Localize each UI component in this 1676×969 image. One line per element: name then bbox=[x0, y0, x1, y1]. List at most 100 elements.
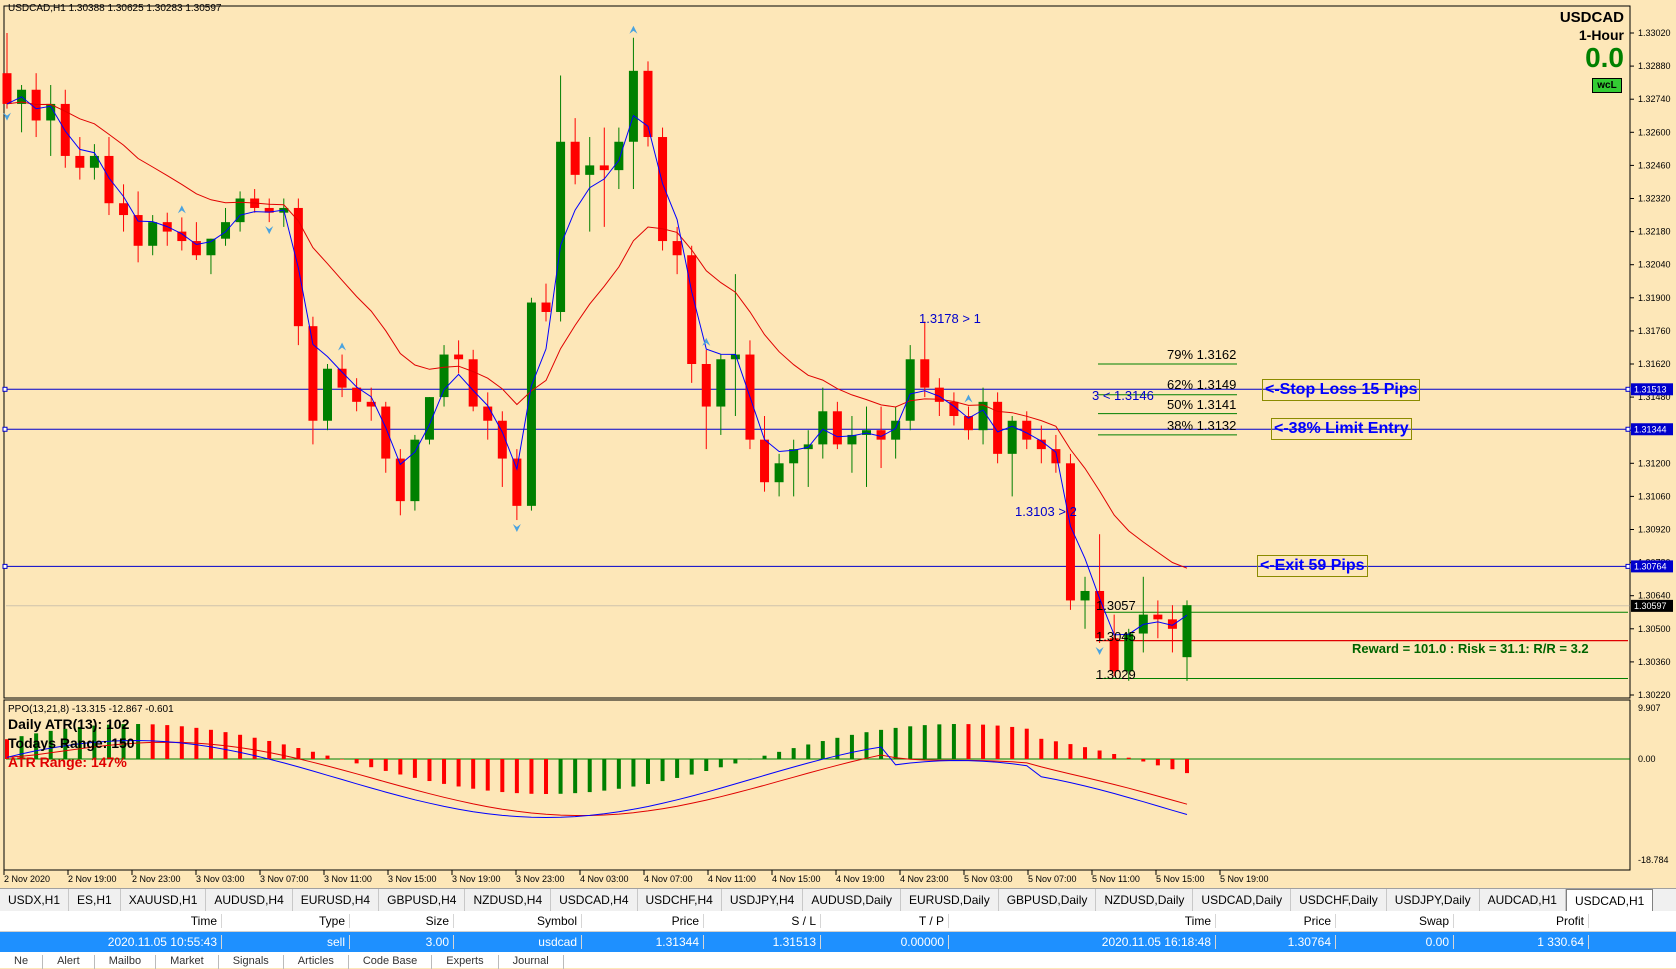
trade-header-cell[interactable]: Price bbox=[582, 914, 704, 928]
time-tick-label: 4 Nov 19:00 bbox=[836, 874, 885, 884]
terminal-tab[interactable]: Ne bbox=[0, 955, 43, 969]
trade-header-cell[interactable]: S / L bbox=[704, 914, 821, 928]
ppo-bar bbox=[937, 724, 941, 759]
line-handle bbox=[3, 427, 7, 431]
time-tick-label: 4 Nov 03:00 bbox=[580, 874, 629, 884]
trade-header-cell[interactable]: Profit bbox=[1454, 914, 1589, 928]
ppo-bar bbox=[1039, 739, 1043, 759]
chart-header-label: USDCAD,H1 1.30388 1.30625 1.30283 1.3059… bbox=[8, 3, 222, 14]
ppo-bar bbox=[894, 728, 898, 759]
pivot-high-label: 1.3178 > 1 bbox=[919, 311, 981, 326]
candle-body bbox=[192, 241, 201, 255]
ppo-bar bbox=[573, 759, 577, 793]
ppo-bar bbox=[821, 741, 825, 759]
slow-moving-average bbox=[7, 102, 1187, 568]
line-handle bbox=[1626, 387, 1630, 391]
candle-body bbox=[833, 411, 842, 444]
ppo-bar bbox=[661, 759, 665, 781]
candle-body bbox=[134, 215, 143, 246]
fractal-shape bbox=[178, 205, 186, 213]
trade-header-cell[interactable]: Price bbox=[1216, 914, 1336, 928]
ppo-bar bbox=[966, 724, 970, 759]
ppo-bar bbox=[1010, 727, 1014, 759]
trade-cell: 2020.11.05 10:55:43 bbox=[0, 935, 222, 949]
terminal-tab[interactable]: Alert bbox=[43, 955, 95, 969]
candle-body bbox=[600, 165, 609, 170]
candle-body bbox=[920, 359, 929, 387]
chart-tab[interactable]: USDCHF,Daily bbox=[1291, 889, 1387, 911]
ppo-tick-label: -18.784 bbox=[1638, 855, 1669, 865]
chart-tab[interactable]: NZDUSD,H4 bbox=[465, 889, 551, 911]
trade-header-cell[interactable]: Time bbox=[949, 914, 1216, 928]
fib-79-label: 79% 1.3162 bbox=[1167, 347, 1236, 362]
candle-body bbox=[629, 71, 638, 142]
price-box-label: 1.30764 bbox=[1634, 561, 1667, 571]
ppo-bar bbox=[559, 759, 563, 794]
chart-tab[interactable]: ES,H1 bbox=[69, 889, 121, 911]
chart-tab[interactable]: AUDCAD,H1 bbox=[1480, 889, 1566, 911]
chart-tab[interactable]: EURUSD,Daily bbox=[901, 889, 999, 911]
terminal-tab[interactable]: Experts bbox=[432, 955, 498, 969]
ppo-bar bbox=[719, 759, 723, 767]
atr-label: Daily ATR(13): 102 bbox=[8, 716, 129, 732]
price-chart[interactable]: 1.330201.328801.327401.326001.324601.323… bbox=[0, 0, 1676, 888]
chart-tab[interactable]: GBPUSD,Daily bbox=[999, 889, 1097, 911]
price-tick-label: 1.31620 bbox=[1638, 359, 1671, 369]
terminal-tab[interactable]: Code Base bbox=[349, 955, 432, 969]
time-tick-label: 3 Nov 19:00 bbox=[452, 874, 501, 884]
trade-header-cell[interactable]: Type bbox=[222, 914, 350, 928]
chart-tab[interactable]: GBPUSD,H4 bbox=[379, 889, 465, 911]
chart-tab[interactable]: USDJPY,Daily bbox=[1387, 889, 1480, 911]
ppo-bar bbox=[282, 744, 286, 759]
fractal-up-arrow bbox=[964, 395, 972, 403]
chart-tab[interactable]: USDJPY,H4 bbox=[722, 889, 803, 911]
ppo-bar bbox=[486, 759, 490, 791]
time-tick-label: 4 Nov 15:00 bbox=[772, 874, 821, 884]
price-tick-label: 1.31900 bbox=[1638, 293, 1671, 303]
terminal-tab[interactable]: Articles bbox=[284, 955, 349, 969]
fractal-shape bbox=[964, 395, 972, 403]
chart-tab[interactable]: USDCAD,H4 bbox=[551, 889, 637, 911]
terminal-tab[interactable]: Mailbo bbox=[95, 955, 156, 969]
candle-body bbox=[381, 407, 390, 459]
terminal-tab[interactable]: Market bbox=[156, 955, 219, 969]
trade-header-cell[interactable]: T / P bbox=[821, 914, 949, 928]
ppo-bar bbox=[369, 759, 373, 767]
chart-tab[interactable]: USDCHF,H4 bbox=[638, 889, 722, 911]
ppo-bar bbox=[1112, 754, 1116, 759]
level-1-label: 1.3057 bbox=[1096, 598, 1136, 613]
time-tick-label: 3 Nov 07:00 bbox=[260, 874, 309, 884]
chart-tab[interactable]: AUDUSD,Daily bbox=[803, 889, 901, 911]
ppo-bar bbox=[1025, 729, 1029, 759]
ppo-bar bbox=[850, 735, 854, 759]
fib-62-label: 62% 1.3149 bbox=[1167, 377, 1236, 392]
chart-tab[interactable]: AUDUSD,H4 bbox=[206, 889, 292, 911]
chart-tab[interactable]: USDCAD,H1 bbox=[1566, 889, 1653, 912]
trade-header-cell[interactable]: Symbol bbox=[454, 914, 582, 928]
price-tick-label: 1.32600 bbox=[1638, 127, 1671, 137]
ppo-bar bbox=[136, 724, 140, 759]
candle-body bbox=[658, 137, 667, 241]
terminal-tab[interactable]: Journal bbox=[499, 955, 564, 969]
stop-loss-label: <-Stop Loss 15 Pips bbox=[1262, 379, 1420, 401]
chart-tab[interactable]: EURUSD,H4 bbox=[293, 889, 379, 911]
terminal-tab[interactable]: Signals bbox=[219, 955, 284, 969]
line-handle bbox=[1626, 427, 1630, 431]
trade-header-cell[interactable]: Time bbox=[0, 914, 222, 928]
ppo-bar bbox=[355, 759, 359, 763]
ppo-tick-label: 0.00 bbox=[1638, 754, 1656, 764]
chart-tab[interactable]: USDX,H1 bbox=[0, 889, 69, 911]
trade-header-cell[interactable]: Swap bbox=[1336, 914, 1454, 928]
ppo-bar bbox=[500, 759, 504, 792]
chart-tab[interactable]: NZDUSD,Daily bbox=[1096, 889, 1193, 911]
time-tick-label: 3 Nov 11:00 bbox=[324, 874, 372, 884]
chart-tab[interactable]: USDCAD,Daily bbox=[1193, 889, 1291, 911]
trade-header-cell[interactable]: Size bbox=[350, 914, 454, 928]
candle-body bbox=[469, 359, 478, 406]
chart-tab[interactable]: XAUUSD,H1 bbox=[121, 889, 207, 911]
